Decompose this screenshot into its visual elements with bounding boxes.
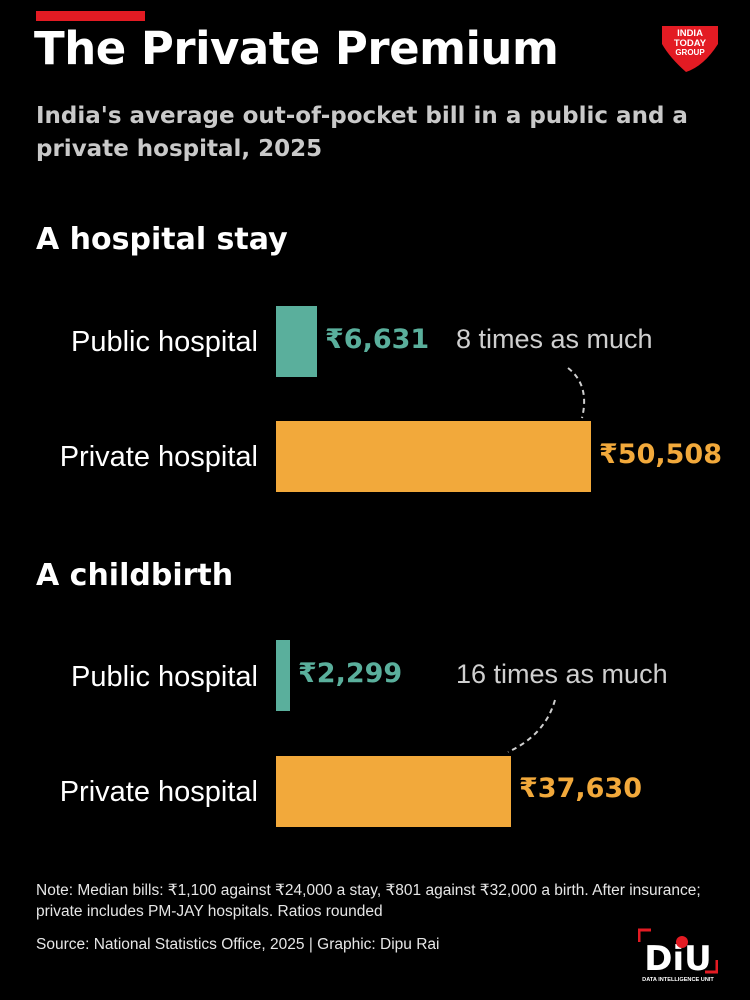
itg-logo-line-1: INDIA	[677, 28, 703, 39]
chart-2-value-label-private: ₹37,630	[519, 773, 642, 804]
chart-2-ratio-annotation: 16 times as much	[456, 659, 668, 689]
india-today-group-logo: INDIA TODAY GROUP	[662, 26, 718, 72]
chart-2-value-label-public: ₹2,299	[298, 658, 403, 689]
chart-1-title: A hospital stay	[36, 222, 288, 257]
footnote: Note: Median bills: ₹1,100 against ₹24,0…	[36, 882, 701, 920]
accent-bar	[36, 11, 145, 21]
chart-1-value-label-public: ₹6,631	[325, 324, 430, 355]
chart-1-bar-public	[276, 306, 317, 377]
chart-2-title: A childbirth	[36, 558, 234, 593]
chart-1-bar-private	[276, 421, 591, 492]
chart-1-annotation-connector	[567, 367, 586, 419]
diu-logo-dot	[676, 936, 688, 948]
chart-2-category-label-private: Private hospital	[59, 776, 258, 808]
page-subtitle: India's average out-of-pocket bill in a …	[36, 103, 688, 162]
itg-logo-line-2: TODAY	[674, 38, 707, 49]
chart-1-category-label-private: Private hospital	[59, 441, 258, 473]
chart-1-category-label-public: Public hospital	[71, 326, 258, 358]
chart-2-bar-public	[276, 640, 290, 711]
itg-logo-line-3: GROUP	[675, 48, 705, 57]
chart-2-bar-private	[276, 756, 511, 827]
chart-1-ratio-annotation: 8 times as much	[456, 324, 653, 354]
source-credit: Source: National Statistics Office, 2025…	[36, 936, 440, 953]
chart-2-annotation-connector	[507, 699, 556, 753]
chart-2-category-label-public: Public hospital	[71, 661, 258, 693]
diu-logo: DiU DATA INTELLIGENCE UNIT	[638, 928, 718, 983]
page-title: The Private Premium	[34, 22, 559, 75]
diu-logo-caption: DATA INTELLIGENCE UNIT	[642, 977, 714, 983]
chart-1-value-label-private: ₹50,508	[599, 439, 722, 470]
